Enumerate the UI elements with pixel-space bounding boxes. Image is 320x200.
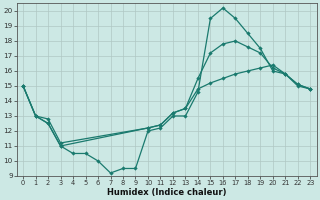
X-axis label: Humidex (Indice chaleur): Humidex (Indice chaleur)	[107, 188, 227, 197]
